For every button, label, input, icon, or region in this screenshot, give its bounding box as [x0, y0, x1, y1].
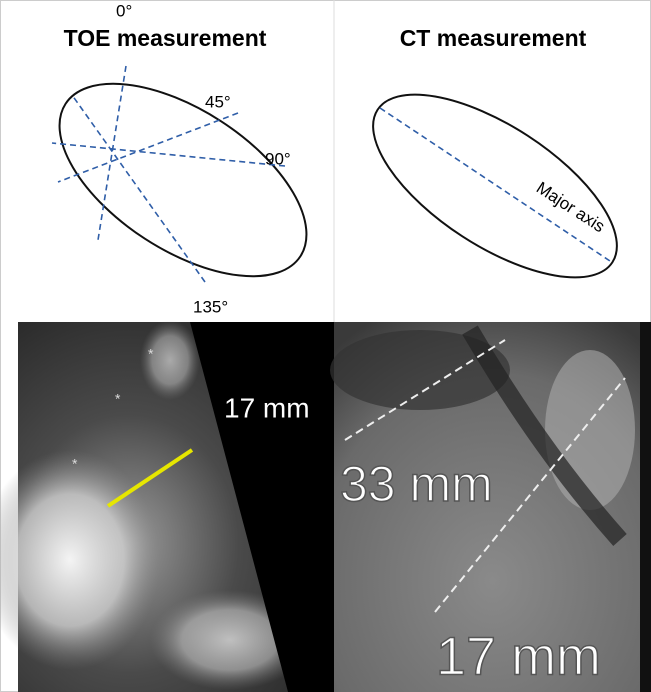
tissue: [545, 350, 635, 510]
toe-image: * * * 17 mm: [0, 320, 334, 692]
angle-label: 135°: [193, 297, 228, 316]
marker: *: [148, 346, 154, 362]
measure-label: 17 mm: [436, 626, 601, 686]
marker: *: [115, 391, 121, 407]
figure: TOE measurement 0° 45° 90° 135° CT measu…: [0, 0, 651, 692]
marker: *: [72, 456, 78, 472]
angle-label: 0°: [116, 1, 132, 20]
ct-image: 33 mm 17 mm: [330, 322, 651, 692]
panel-title: TOE measurement: [64, 25, 267, 51]
measure-label: 33 mm: [340, 456, 493, 512]
image-edge: [640, 322, 651, 692]
measure-label: 17 mm: [224, 392, 310, 423]
angle-label: 90°: [265, 149, 291, 168]
panel-title: CT measurement: [400, 25, 587, 51]
angle-label: 45°: [205, 92, 231, 111]
